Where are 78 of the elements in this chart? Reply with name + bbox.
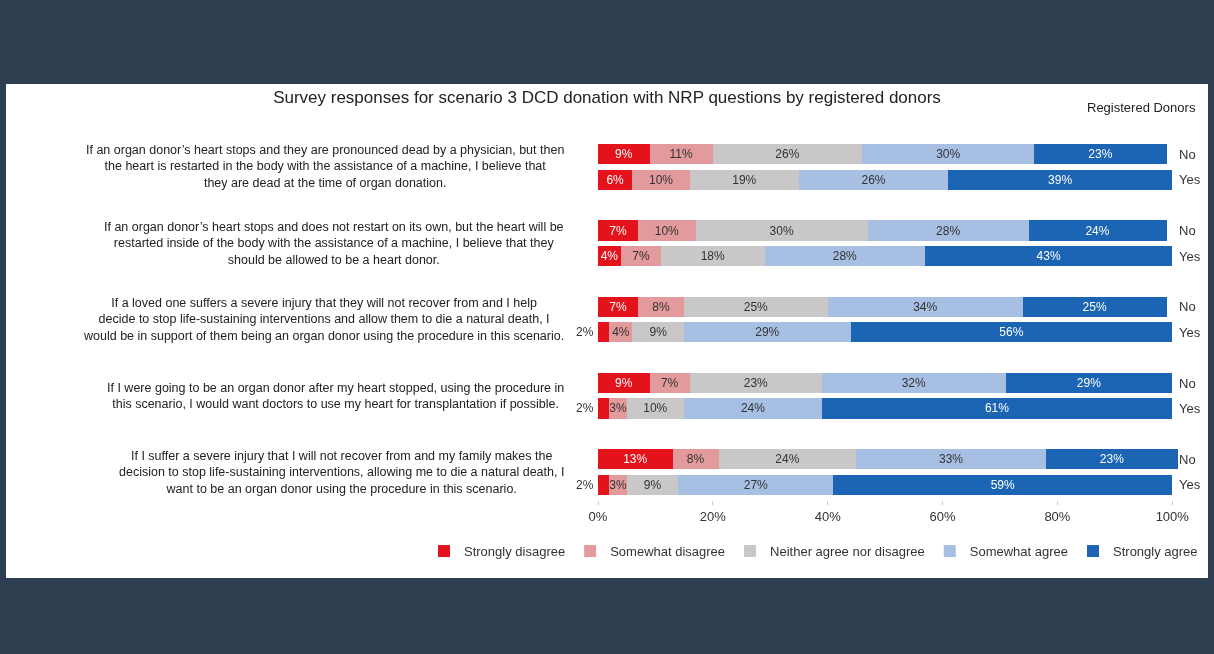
data-label: 7%	[660, 376, 679, 391]
data-label: 23%	[743, 376, 769, 391]
data-label: 59%	[990, 477, 1016, 492]
data-label: 10%	[649, 172, 674, 187]
data-label: 24%	[775, 452, 800, 467]
legend-label: Strongly agree	[1113, 544, 1198, 560]
data-label: 4%	[612, 325, 630, 340]
legend-label: Strongly disagree	[464, 544, 566, 560]
data-label: 24%	[1085, 223, 1110, 238]
legend-label: Somewhat disagree	[610, 544, 726, 560]
y-tick-label: No	[1179, 375, 1196, 391]
data-label: 11%	[669, 147, 693, 162]
data-label: 39%	[1048, 172, 1073, 187]
data-label: 27%	[743, 477, 769, 492]
data-label: 7%	[609, 223, 627, 238]
data-label: 24%	[740, 401, 766, 416]
data-label: 34%	[913, 299, 938, 314]
data-label: 61%	[984, 401, 1010, 416]
x-tick-label: 80%	[1044, 508, 1071, 524]
data-label: 43%	[1036, 248, 1061, 263]
text: If I were going to be an organ donor after my heart stopped, using the procedure in this scenario, I would want doctors to use my heart for transplantation if possible.	[107, 381, 565, 412]
text: If a loved one suffers a severe injury that they will not recover from and I help decide to stop life-sustaining interventions and allow them to die a natural death, I would be in support of them being an organ donor using the procedure in this scenario.	[83, 296, 565, 343]
y-tick-label: Yes	[1179, 477, 1201, 493]
x-tick-label: 100%	[1155, 508, 1190, 524]
data-label: 8%	[686, 452, 705, 467]
data-label: 29%	[755, 325, 780, 340]
data-label: 28%	[832, 248, 858, 263]
data-label: 18%	[700, 248, 726, 263]
data-label: 25%	[743, 299, 769, 314]
data-label: 33%	[939, 452, 964, 467]
data-label: 19%	[732, 172, 757, 187]
legend-label: Somewhat agree	[969, 544, 1069, 560]
data-label: 8%	[652, 299, 671, 314]
data-label: 2%	[576, 478, 594, 492]
data-label: 7%	[632, 248, 650, 263]
data-label: 6%	[606, 172, 625, 187]
x-tick-label: 60%	[929, 508, 956, 524]
data-label: 25%	[1082, 299, 1107, 314]
data-label: 26%	[775, 147, 800, 162]
data-label: 2%	[576, 325, 594, 339]
data-label: 29%	[1076, 376, 1102, 391]
data-label: 9%	[643, 477, 662, 492]
data-label: 7%	[609, 299, 627, 314]
legend-label: Neither agree nor disagree	[770, 544, 925, 560]
data-label: 9%	[615, 147, 633, 162]
x-tick-label: 20%	[699, 508, 727, 524]
data-label: 3%	[609, 477, 627, 492]
data-label: 32%	[901, 376, 927, 391]
chart-title: Survey responses for scenario 3 DCD donation with NRP questions by registered donors	[273, 88, 941, 108]
data-label: 3%	[609, 401, 627, 416]
x-tick-label: 40%	[814, 508, 842, 524]
data-label: 28%	[936, 223, 961, 238]
data-label: 10%	[643, 401, 668, 416]
y-tick-label: Yes	[1179, 248, 1201, 264]
y-tick-label: No	[1179, 451, 1196, 467]
text: Registered Donors	[1087, 100, 1196, 115]
text: If I suffer a severe injury that I will not recover from and my family makes the decision to stop life-sustaining interventions, allowing me to die a natural death, I want to be an organ donor using the procedure in this scenario.	[119, 449, 565, 496]
data-label: 30%	[769, 223, 794, 238]
y-tick-label: Yes	[1179, 401, 1201, 417]
data-label: 23%	[1088, 147, 1113, 162]
y-tick-label: No	[1179, 223, 1196, 239]
data-label: 9%	[649, 325, 668, 340]
data-label: 30%	[936, 147, 961, 162]
data-label: 26%	[861, 172, 886, 187]
y-tick-label: No	[1179, 299, 1196, 315]
data-label: 9%	[615, 376, 633, 391]
data-label: 13%	[623, 452, 648, 467]
text: If an organ donor’s heart stops and they are pronounced dead by a physician, but then the heart is restarted in the body with the assistance of a machine, I believe that they are dead at the time of organ donation.	[86, 143, 565, 190]
y-tick-label: No	[1179, 146, 1196, 162]
data-label: 4%	[600, 248, 619, 263]
y-tick-label: Yes	[1179, 324, 1201, 340]
data-label: 2%	[576, 401, 594, 415]
data-label: 10%	[654, 223, 680, 238]
data-label: 56%	[999, 325, 1024, 340]
data-label: 23%	[1099, 452, 1125, 467]
x-tick-label: 0%	[588, 508, 608, 524]
text: If an organ donor’s heart stops and does not restart on its own, but the heart will be restarted inside of the body with the assistance of a machine, I believe that they should be allowed to be a heart donor.	[104, 220, 564, 267]
y-tick-label: Yes	[1179, 172, 1201, 188]
